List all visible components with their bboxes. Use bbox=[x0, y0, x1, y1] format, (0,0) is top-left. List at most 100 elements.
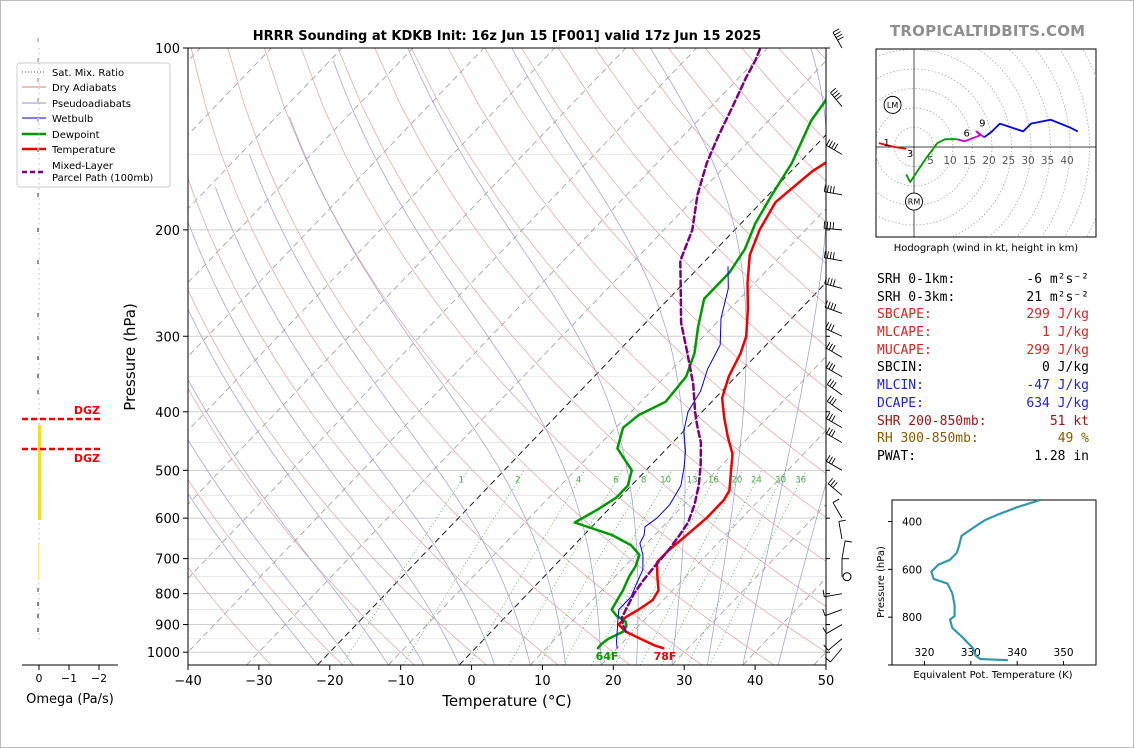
wind-barb bbox=[823, 638, 843, 651]
pseudoadiabat-line bbox=[188, 439, 354, 665]
theta-e-xtick-label: 350 bbox=[1054, 647, 1074, 659]
wind-barb bbox=[823, 221, 843, 231]
mixing-ratio-line bbox=[709, 470, 807, 665]
site-watermark: TROPICALTIDBITS.COM bbox=[890, 22, 1086, 40]
isotherm-line bbox=[188, 48, 626, 505]
mixing-ratio-label: 16 bbox=[708, 476, 719, 486]
stat-row: MUCAPE: 299 J/kg bbox=[877, 343, 1117, 361]
wind-barb bbox=[822, 608, 843, 617]
omega-bar bbox=[37, 602, 39, 606]
stat-label: MLCIN: bbox=[877, 378, 924, 394]
mixing-ratio-line bbox=[468, 470, 586, 665]
stat-value: 1 J/kg bbox=[1042, 325, 1089, 341]
isotherm-line bbox=[600, 429, 826, 665]
legend-wetbulb: Wetbulb bbox=[52, 114, 93, 125]
hodograph-height-label: 1 bbox=[884, 138, 890, 149]
stat-label: SRH 0-1km: bbox=[877, 272, 956, 287]
stat-value: 634 J/kg bbox=[1026, 395, 1089, 411]
hodograph-ring-label: 30 bbox=[1021, 155, 1034, 167]
stat-label: DCAPE: bbox=[877, 395, 924, 411]
isotherm-key-line bbox=[458, 281, 826, 665]
pseudoadiabat-line bbox=[511, 48, 686, 665]
y-axis-label: Pressure (hPa) bbox=[121, 303, 139, 411]
legend-sat-mix-ratio: Sat. Mix. Ratio bbox=[52, 68, 124, 79]
dry-adiabat-line bbox=[484, 48, 826, 432]
theta-e-xtick-label: 320 bbox=[914, 647, 934, 659]
wind-barb bbox=[826, 455, 843, 471]
hodograph-caption: Hodograph (wind in kt, height in km) bbox=[894, 243, 1079, 254]
mixing-ratio-label: 10 bbox=[660, 476, 671, 486]
mixing-ratio-label: 8 bbox=[641, 476, 646, 486]
pseudoadiabat-line bbox=[289, 116, 566, 665]
omega-bar bbox=[37, 228, 39, 232]
mixing-ratio-label: 20 bbox=[731, 476, 742, 486]
legend-dewpoint: Dewpoint bbox=[52, 130, 100, 141]
isotherm-line bbox=[188, 48, 556, 432]
wind-barb bbox=[826, 361, 843, 378]
mixing-ratio-line bbox=[661, 470, 763, 665]
theta-e-ylabel: Pressure (hPa) bbox=[876, 546, 887, 618]
pseudoadiabat-line bbox=[248, 154, 531, 665]
stat-row: SHR 200-850mb: 51 kt bbox=[877, 414, 1117, 432]
stat-row: SBCAPE: 299 J/kg bbox=[877, 307, 1117, 325]
isotherm-line bbox=[188, 48, 768, 653]
stat-value: -47 J/kg bbox=[1026, 378, 1089, 394]
chart-title: HRRR Sounding at KDKB Init: 16z Jun 15 [… bbox=[253, 29, 761, 44]
isotherm-key-line bbox=[317, 134, 826, 665]
wind-barb bbox=[824, 300, 843, 314]
pseudoadiabat-line bbox=[188, 308, 425, 665]
isotherm-line bbox=[246, 60, 826, 665]
isotherm-line bbox=[188, 48, 343, 210]
legend-parcel-line: Parcel Path (100mb) bbox=[52, 173, 153, 184]
wind-barb bbox=[826, 412, 843, 429]
y-tick-label: 100 bbox=[155, 42, 180, 57]
pseudoadiabat-line bbox=[188, 493, 318, 665]
omega-bar bbox=[37, 588, 39, 592]
wind-barb bbox=[823, 184, 843, 196]
omega-axis-label: Omega (Pa/s) bbox=[26, 692, 114, 707]
mixing-ratio-label: 30 bbox=[775, 476, 786, 486]
hodograph-ring-label: 35 bbox=[1041, 155, 1054, 167]
omega-bar bbox=[37, 148, 39, 152]
pseudoadiabat-line bbox=[188, 220, 460, 665]
wind-barb bbox=[838, 519, 846, 540]
temperature-line bbox=[617, 161, 826, 650]
stat-row: MLCAPE: 1 J/kg bbox=[877, 325, 1117, 343]
omega-bar bbox=[37, 356, 39, 360]
omega-bar bbox=[37, 260, 39, 264]
omega-bar bbox=[37, 374, 39, 378]
y-tick-label: 300 bbox=[155, 330, 180, 345]
omega-bar bbox=[37, 98, 39, 102]
dry-adiabat-line bbox=[521, 48, 826, 389]
isotherm-line bbox=[529, 355, 826, 665]
y-tick-label: 700 bbox=[155, 553, 180, 568]
omega-bar bbox=[37, 58, 39, 62]
dry-adiabat-line bbox=[447, 48, 826, 475]
x-tick-label: 10 bbox=[534, 674, 551, 689]
dry-adiabat-line bbox=[188, 289, 487, 665]
stat-row: PWAT: 1.28 in bbox=[877, 449, 1117, 467]
dry-adiabat-line bbox=[188, 479, 343, 665]
omega-bar bbox=[38, 545, 40, 580]
wind-barb bbox=[825, 322, 843, 337]
mixing-ratio-line bbox=[639, 470, 743, 665]
stat-row: DCAPE: 634 J/kg bbox=[877, 396, 1117, 414]
mixing-ratio-line bbox=[402, 470, 525, 665]
pseudoadiabat-line bbox=[215, 187, 496, 665]
skewt-series bbox=[573, 48, 826, 650]
skewt-axes: −40 −30 −20 −10 0 10 20 30 40 50 100 200 300 400 500 60… bbox=[147, 28, 853, 689]
legend-temperature: Temperature bbox=[51, 145, 115, 156]
stat-value: 1.28 in bbox=[1034, 448, 1089, 464]
wind-barb bbox=[830, 87, 843, 107]
isotherm-line bbox=[188, 48, 485, 358]
skewt-background-lines: 1 2 4 6 8 10 13 16 20 24 30 36 bbox=[188, 48, 826, 665]
y-tick-label: 900 bbox=[155, 619, 180, 634]
legend-parcel-line: Mixed-Layer bbox=[52, 161, 114, 172]
omega-bar bbox=[37, 118, 39, 122]
stat-label: SHR 200-850mb: bbox=[877, 413, 987, 429]
y-tick-label: 500 bbox=[155, 464, 180, 479]
wind-barb bbox=[823, 250, 843, 262]
mixing-ratio-line bbox=[562, 470, 672, 665]
stat-value: 0 J/kg bbox=[1042, 360, 1089, 376]
